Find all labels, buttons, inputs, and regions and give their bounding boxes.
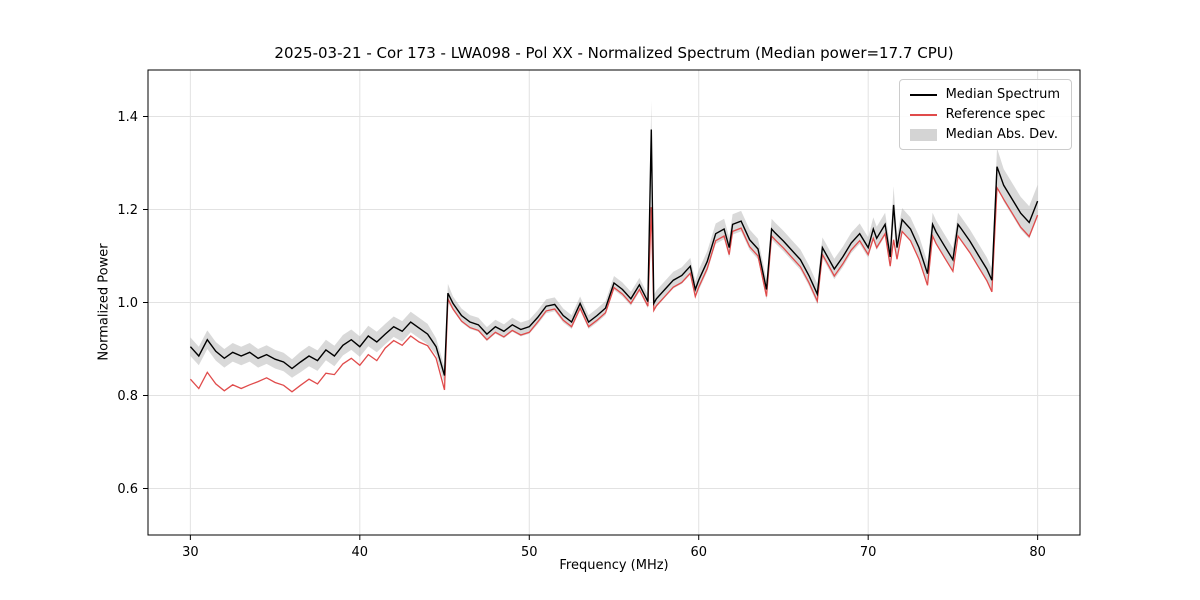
legend-item-median-abs-dev: Median Abs. Dev. <box>909 127 1060 142</box>
legend-item-reference-spec: Reference spec <box>909 107 1060 122</box>
reference-spec-line-sample <box>909 113 937 116</box>
x-tick-label: 80 <box>1029 545 1046 560</box>
legend-label-reference-spec: Reference spec <box>945 107 1046 122</box>
legend-label-median-abs-dev: Median Abs. Dev. <box>945 127 1059 142</box>
legend: Median Spectrum Reference spec Median Ab… <box>898 79 1072 150</box>
y-tick-label: 0.8 <box>117 389 138 404</box>
legend-label-median-spectrum: Median Spectrum <box>945 87 1060 102</box>
x-tick-label: 70 <box>860 545 877 560</box>
legend-item-median-spectrum: Median Spectrum <box>909 87 1060 102</box>
y-tick-label: 1.4 <box>117 110 138 125</box>
y-tick-label: 1.0 <box>117 296 138 311</box>
x-tick-label: 40 <box>352 545 369 560</box>
x-tick-label: 50 <box>521 545 538 560</box>
x-axis-label: Frequency (MHz) <box>559 558 669 573</box>
median-spectrum-line <box>189 129 1039 376</box>
median-abs-dev-patch-sample <box>909 128 937 141</box>
y-axis-label: Normalized Power <box>96 243 112 361</box>
median-spectrum-line-sample <box>909 93 937 96</box>
x-tick-label: 30 <box>182 545 199 560</box>
chart-title: 2025-03-21 - Cor 173 - LWA098 - Pol XX -… <box>274 44 954 62</box>
y-tick-label: 1.2 <box>117 203 138 218</box>
x-tick-label: 60 <box>690 545 707 560</box>
mad-band <box>190 100 1038 384</box>
y-tick-label: 0.6 <box>117 482 138 497</box>
